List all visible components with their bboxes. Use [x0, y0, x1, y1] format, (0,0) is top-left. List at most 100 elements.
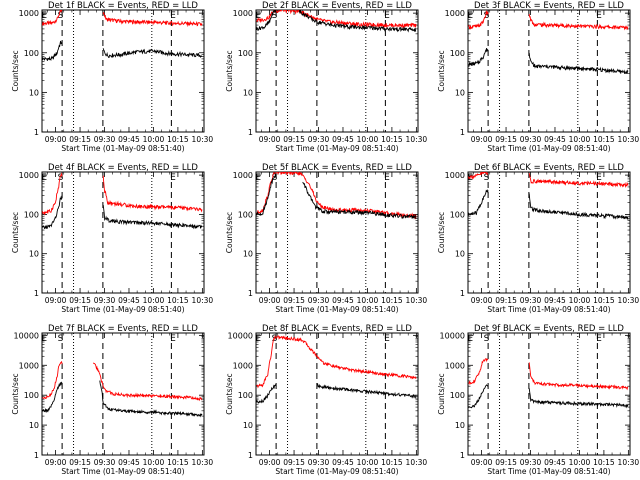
x-tick-label: 10:00: [569, 296, 591, 305]
x-tick-label: 09:45: [332, 458, 354, 467]
y-tick-label: 1000: [233, 361, 253, 370]
x-tick-label: 09:00: [259, 296, 281, 305]
y-axis-label: Counts/sec: [437, 212, 446, 253]
x-tick-label: 10:30: [406, 458, 428, 467]
y-axis-label: Counts/sec: [11, 212, 20, 253]
series-line: [42, 360, 203, 402]
x-tick-label: 09:00: [471, 458, 493, 467]
chart-panel: Det 7f BLACK = Events, RED = LLD 1 10 100 10…: [11, 324, 213, 476]
x-tick-label: 10:15: [167, 296, 189, 305]
y-tick-label: 1: [248, 289, 253, 298]
y-tick-label: 1: [460, 289, 465, 298]
chart-panel: Det 6f BLACK = Events, RED = LLD 1 10 100 10…: [437, 163, 639, 314]
x-tick-label: 10:30: [406, 296, 428, 305]
series-line: [256, 10, 417, 33]
y-axis-label: Counts/sec: [225, 373, 234, 414]
x-axis-label: Start Time (01-May-09 08:51:40): [487, 467, 610, 476]
marker-label: E: [467, 11, 473, 21]
x-tick-label: 10:30: [618, 458, 640, 467]
x-axis-label: Start Time (01-May-09 08:51:40): [487, 305, 610, 314]
chart-title: Det 5f BLACK = Events, RED = LLD: [262, 163, 412, 173]
chart-title: Det 8f BLACK = Events, RED = LLD: [262, 324, 412, 334]
x-tick-label: 09:30: [520, 135, 542, 144]
marker-label: E: [255, 11, 261, 21]
x-tick-label: 10:15: [167, 135, 189, 144]
marker-label: E: [596, 334, 602, 344]
x-axis-label: Start Time (01-May-09 08:51:40): [487, 144, 610, 153]
y-tick-label: 10000: [14, 331, 39, 340]
y-tick-label: 10: [455, 88, 465, 97]
y-tick-label: 100: [24, 391, 39, 400]
x-tick-label: 09:00: [259, 135, 281, 144]
y-axis-label: Counts/sec: [225, 212, 234, 253]
x-tick-label: 10:15: [593, 296, 615, 305]
series-line: [42, 40, 203, 62]
x-tick-label: 09:15: [495, 135, 517, 144]
x-tick-label: 09:00: [471, 135, 493, 144]
x-tick-label: 09:30: [308, 458, 330, 467]
x-tick-label: 10:00: [143, 296, 165, 305]
x-tick-label: 10:30: [406, 135, 428, 144]
plot-frame: [467, 332, 631, 456]
y-axis-label: Counts/sec: [437, 50, 446, 91]
marker-label: E: [384, 11, 390, 21]
marker-label: S: [58, 11, 64, 21]
y-tick-label: 10: [243, 88, 253, 97]
x-tick-label: 09:15: [69, 458, 91, 467]
y-tick-label: 1000: [445, 9, 465, 18]
y-tick-label: 1: [34, 451, 39, 460]
marker-label: E: [384, 334, 390, 344]
y-tick-label: 1: [248, 128, 253, 137]
x-tick-label: 09:45: [118, 458, 140, 467]
x-tick-label: 09:45: [544, 135, 566, 144]
marker-label: E: [384, 173, 390, 183]
y-axis-label: Counts/sec: [11, 373, 20, 414]
x-tick-label: 09:30: [520, 458, 542, 467]
marker-label: S: [484, 11, 490, 21]
x-tick-label: 09:45: [118, 135, 140, 144]
x-tick-label: 10:15: [593, 458, 615, 467]
x-tick-label: 09:15: [283, 135, 305, 144]
x-tick-label: 09:00: [45, 296, 67, 305]
y-tick-label: 1000: [19, 171, 39, 180]
x-tick-label: 09:00: [45, 135, 67, 144]
x-tick-label: 09:30: [94, 296, 116, 305]
plot-frame: [255, 171, 419, 294]
y-tick-label: 100: [450, 391, 465, 400]
x-tick-label: 10:15: [167, 458, 189, 467]
y-tick-label: 10: [29, 88, 39, 97]
y-tick-label: 10000: [228, 331, 253, 340]
x-tick-label: 10:15: [381, 458, 403, 467]
x-axis-label: Start Time (01-May-09 08:51:40): [275, 305, 398, 314]
y-tick-label: 1000: [445, 361, 465, 370]
x-tick-label: 09:45: [544, 296, 566, 305]
x-tick-label: 09:45: [332, 135, 354, 144]
marker-label: E: [170, 11, 176, 21]
marker-label: S: [484, 334, 490, 344]
marker-label: E: [255, 334, 261, 344]
chart-panel: Det 5f BLACK = Events, RED = LLD 1 10 100 10…: [225, 163, 427, 314]
marker-label: E: [41, 334, 47, 344]
x-tick-label: 10:00: [357, 296, 379, 305]
y-tick-label: 100: [238, 49, 253, 58]
y-tick-label: 100: [450, 49, 465, 58]
y-tick-label: 10: [29, 421, 39, 430]
y-tick-label: 1: [460, 128, 465, 137]
plot-frame: [467, 171, 631, 294]
y-tick-label: 10: [455, 421, 465, 430]
series-line: [256, 382, 417, 404]
marker-label: E: [41, 11, 47, 21]
x-tick-label: 09:15: [495, 296, 517, 305]
series-line: [256, 173, 417, 220]
x-tick-label: 10:00: [143, 458, 165, 467]
x-tick-label: 09:30: [94, 458, 116, 467]
x-axis-label: Start Time (01-May-09 08:51:40): [61, 144, 184, 153]
x-tick-label: 09:30: [308, 135, 330, 144]
y-tick-label: 1000: [445, 171, 465, 180]
y-tick-label: 1000: [233, 171, 253, 180]
y-tick-label: 10000: [440, 331, 465, 340]
y-tick-label: 1000: [19, 9, 39, 18]
chart-panel: Det 4f BLACK = Events, RED = LLD 1 10 100 10…: [11, 163, 213, 314]
y-tick-label: 100: [238, 391, 253, 400]
